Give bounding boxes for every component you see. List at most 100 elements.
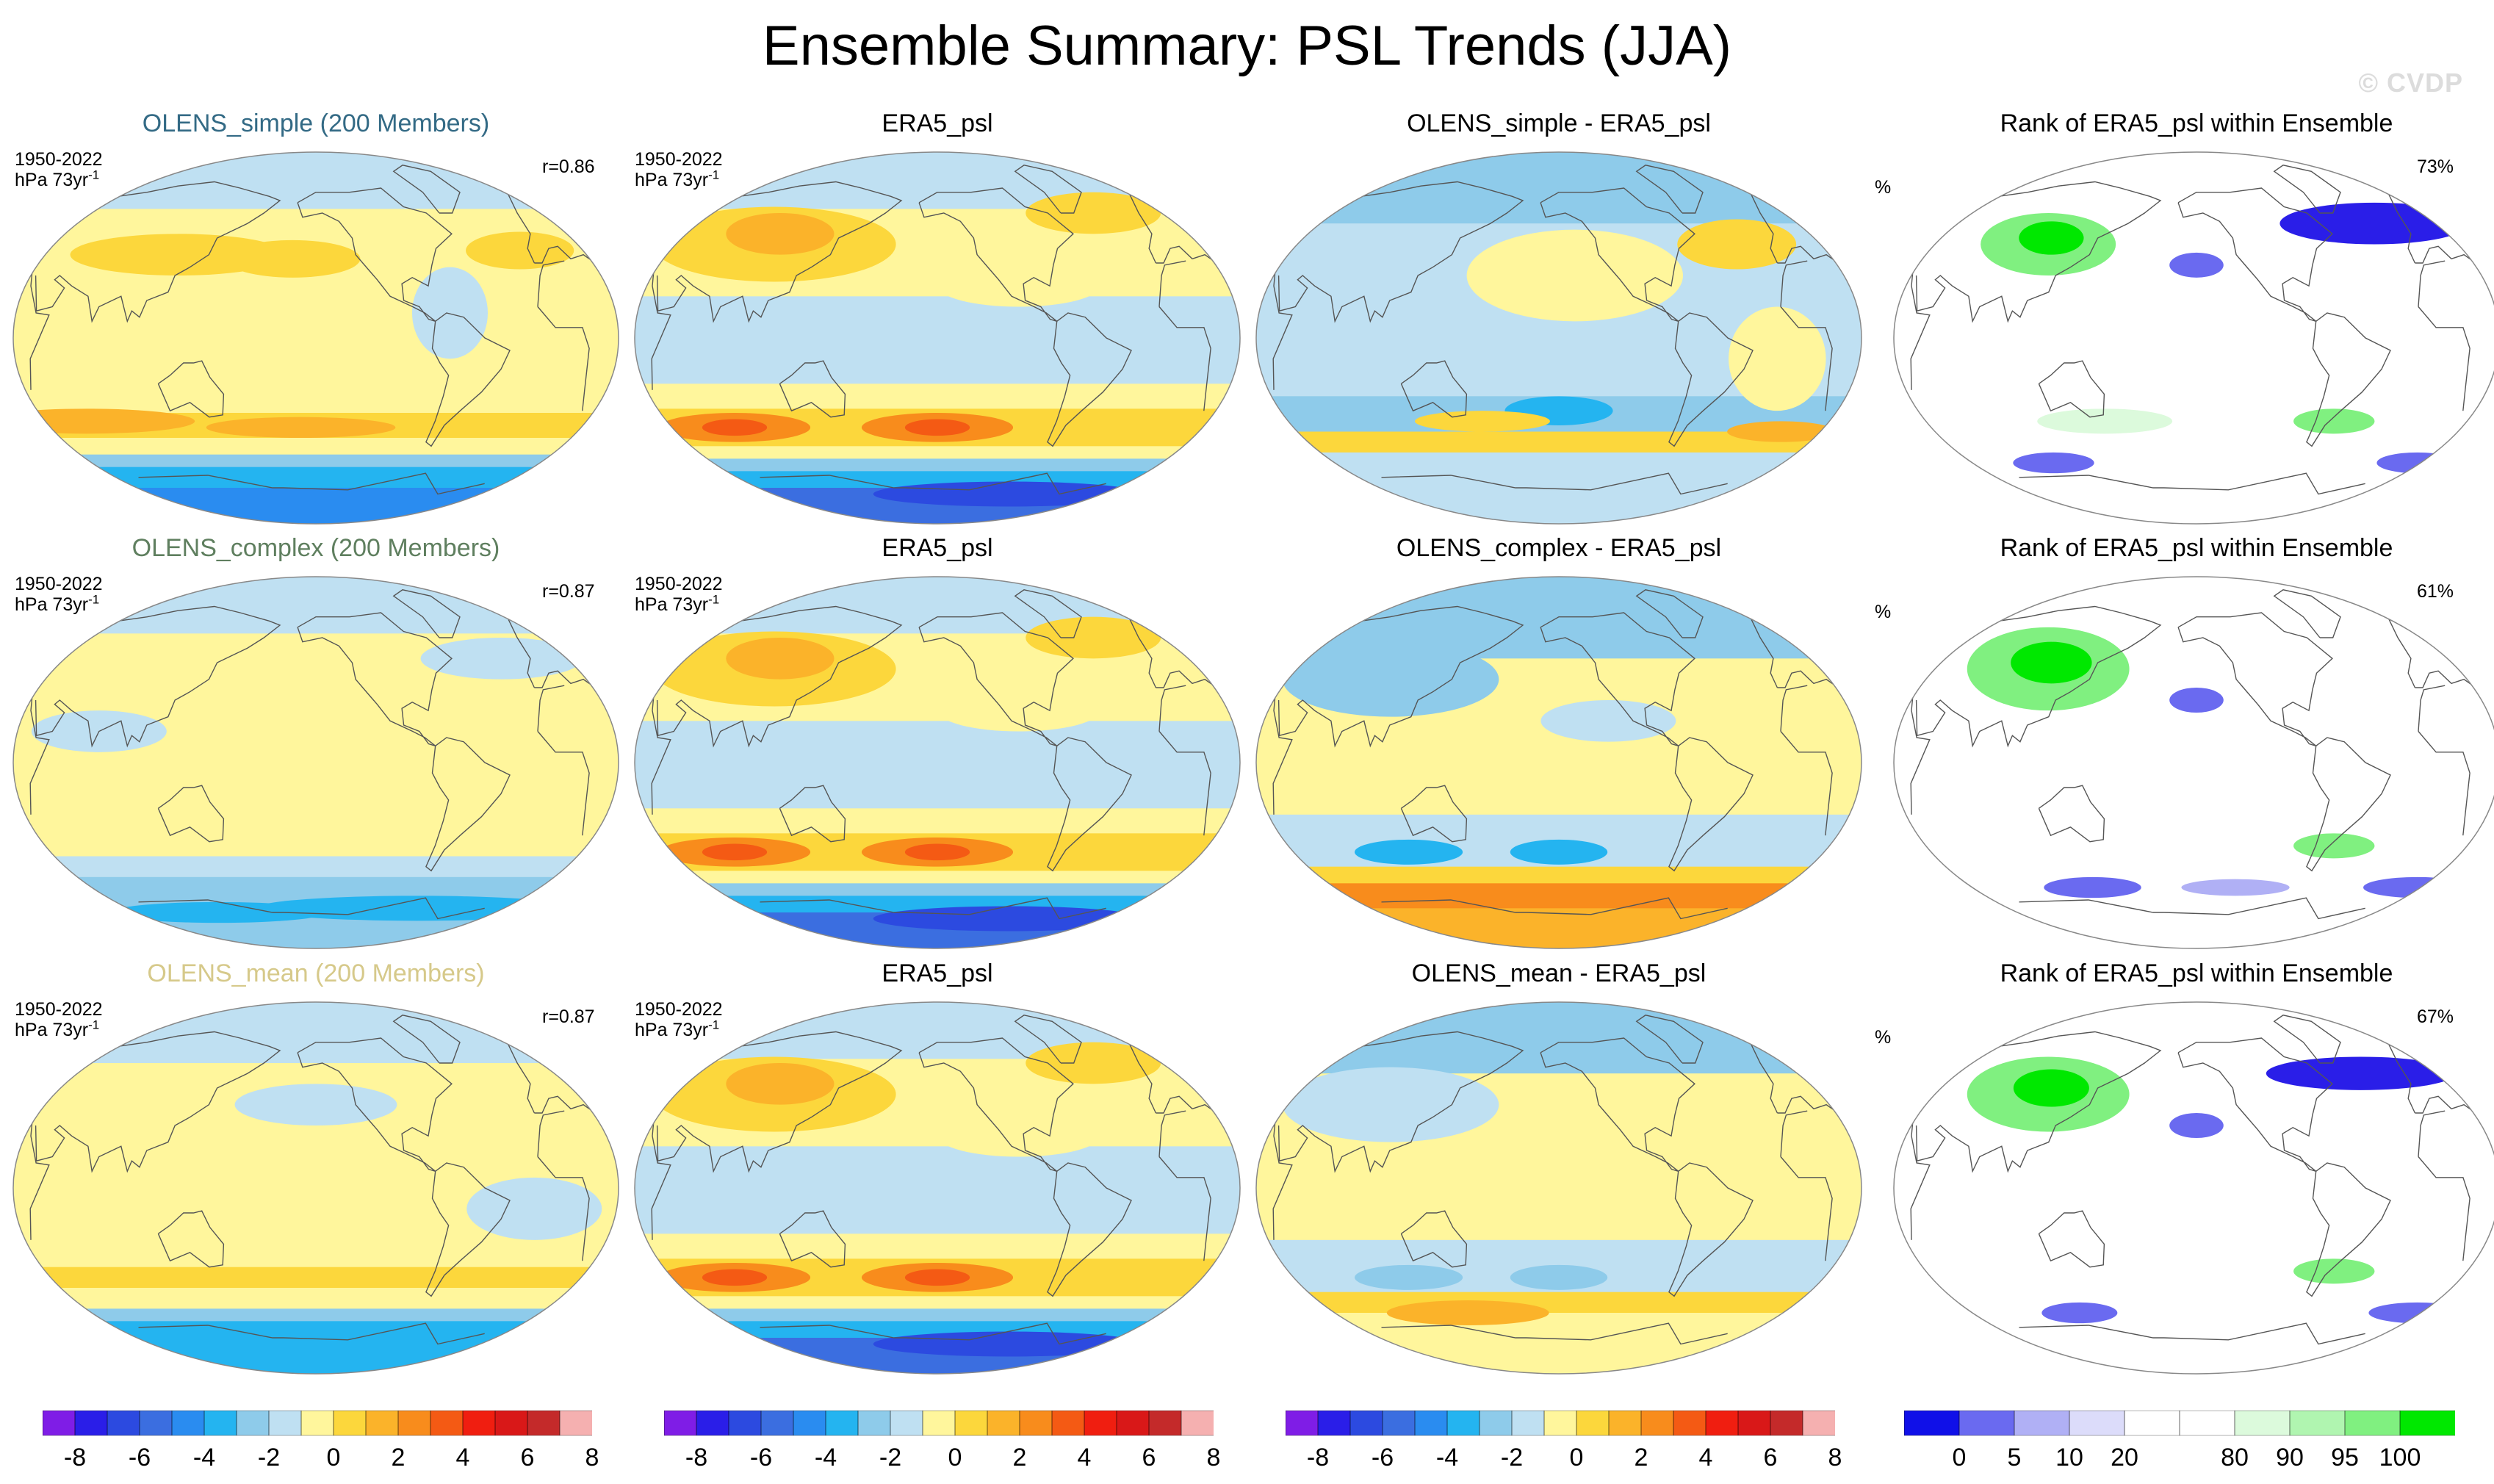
trend-anomaly <box>466 1177 602 1240</box>
coastline <box>2273 165 2341 214</box>
colorbar-label: -4 <box>192 1444 216 1472</box>
coastline <box>2306 312 2391 447</box>
trend-anomaly <box>1677 219 1797 270</box>
rank-percent-label: 67% <box>2417 1006 2454 1027</box>
rank-map-2 <box>1893 1001 2494 1375</box>
obs-period-label: 1950-2022 <box>635 149 723 170</box>
colorbar-swatch <box>1479 1411 1513 1436</box>
trend-anomaly <box>1354 1264 1463 1290</box>
coastline <box>760 1322 1106 1345</box>
coastline <box>918 612 1074 746</box>
trend-anomaly <box>2363 876 2472 898</box>
trend-anomaly <box>904 1269 970 1286</box>
coastline <box>918 1037 1074 1172</box>
trend-band <box>13 152 619 210</box>
colorbar-swatch <box>1414 1411 1448 1436</box>
coastline <box>1540 1037 1695 1172</box>
trend-band <box>13 577 619 635</box>
trend-anomaly <box>1026 616 1161 659</box>
diff-title: OLENS_simple - ERA5_psl <box>1407 109 1711 137</box>
coastline <box>2273 1015 2341 1064</box>
coastline <box>1540 612 1695 746</box>
rank-units-label: % <box>1875 1027 1892 1048</box>
colorbar-swatch <box>1019 1411 1053 1436</box>
trend-anomaly <box>110 901 327 923</box>
colorbar-swatch <box>760 1411 794 1436</box>
coastline <box>2177 187 2333 322</box>
trend-anomaly <box>702 419 768 436</box>
colorbar-swatch <box>987 1411 1020 1436</box>
coastline <box>1668 1162 1754 1297</box>
units-text: hPa 73yr <box>635 170 709 190</box>
map-border <box>12 151 619 525</box>
trend-anomaly <box>420 638 583 680</box>
coastline <box>1400 360 1468 418</box>
colorbar-label: 6 <box>1142 1444 1156 1472</box>
colorbar-label: 10 <box>2055 1444 2083 1472</box>
trend-anomaly <box>2293 833 2375 859</box>
trend-band <box>1256 152 1862 225</box>
ensemble-map-1 <box>12 576 619 949</box>
trend-anomaly <box>1026 1042 1161 1084</box>
rank-title: Rank of ERA5_psl within Ensemble <box>2000 959 2393 987</box>
trend-anomaly <box>2266 1056 2456 1090</box>
rank-units-label: % <box>1875 177 1892 198</box>
trend-band <box>635 1233 1240 1260</box>
trend-anomaly <box>1414 411 1550 432</box>
colorbar-label: -2 <box>257 1444 281 1472</box>
trend-anomaly <box>726 213 835 255</box>
coastline <box>2306 737 2391 872</box>
rank-title: Rank of ERA5_psl within Ensemble <box>2000 534 2393 562</box>
coastline <box>392 589 461 638</box>
colorbar-swatch <box>1511 1411 1545 1436</box>
colorbar-swatch <box>1608 1411 1642 1436</box>
colorbar-swatch <box>43 1411 76 1436</box>
colorbar-swatch <box>1446 1411 1480 1436</box>
ensemble-title: OLENS_complex (200 Members) <box>131 534 500 562</box>
trend-band <box>1256 1313 1862 1374</box>
diff-map-1 <box>1255 576 1862 949</box>
units-exponent: -1 <box>708 592 720 607</box>
trend-band <box>635 871 1240 885</box>
coastline <box>2019 1322 2365 1345</box>
units-exponent: -1 <box>88 592 100 607</box>
coastline <box>1635 589 1704 638</box>
colorbar-swatch <box>2124 1411 2180 1436</box>
units-text: hPa 73yr <box>15 594 89 615</box>
coastline <box>1635 1015 1704 1064</box>
trend-band <box>635 883 1240 897</box>
colorbar-swatch <box>1286 1411 1319 1436</box>
coastline <box>1910 685 2470 836</box>
colorbar-swatch <box>2069 1411 2125 1436</box>
map-border <box>1893 576 2494 949</box>
trend-band <box>13 1002 619 1064</box>
rank-map-0 <box>1893 151 2494 525</box>
trend-band <box>635 1146 1240 1235</box>
obs-period-label: 1950-2022 <box>635 574 723 594</box>
map-border <box>12 576 619 949</box>
trend-anomaly <box>702 843 768 861</box>
colorbar-swatch <box>1349 1411 1383 1436</box>
coastline <box>2019 472 2365 495</box>
cvdp-watermark: © CVDP <box>2358 68 2463 98</box>
colorbar-label: -8 <box>685 1444 708 1472</box>
coastline <box>2306 1162 2391 1297</box>
colorbar-swatch <box>171 1411 205 1436</box>
trend-anomaly <box>726 638 835 680</box>
coastline <box>2273 589 2341 638</box>
coastline <box>1668 312 1754 447</box>
trend-band <box>1256 908 1862 948</box>
map-border <box>1255 576 1862 949</box>
colorbar-swatch <box>1181 1411 1214 1436</box>
coastline <box>35 1031 593 1173</box>
coastline <box>1400 785 1468 843</box>
colorbar-label: -8 <box>63 1444 87 1472</box>
trend-anomaly <box>2041 1302 2118 1324</box>
coastline <box>656 605 1214 748</box>
map-border <box>1893 151 2494 525</box>
units-text: hPa 73yr <box>15 1020 89 1040</box>
colorbar-swatch <box>1382 1411 1416 1436</box>
trend-anomaly <box>2013 452 2094 474</box>
trend-band <box>13 1321 619 1374</box>
coastline <box>1277 605 1836 748</box>
